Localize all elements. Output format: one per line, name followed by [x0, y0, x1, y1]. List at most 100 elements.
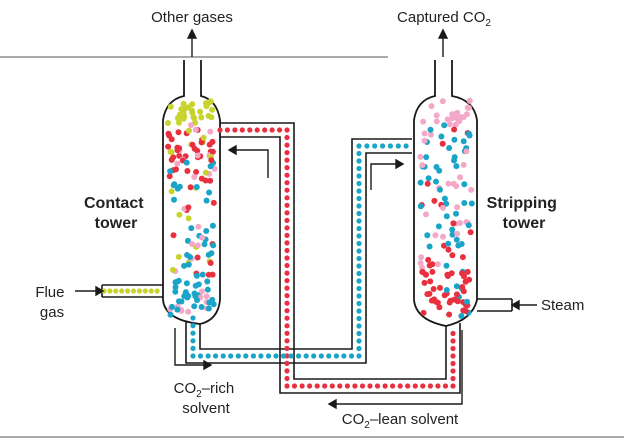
lean-pipe-dot: [273, 353, 279, 359]
rich-pipe-dot: [284, 338, 290, 344]
rich-pipe-dot: [450, 368, 456, 374]
lean-pipe-dot: [356, 338, 362, 344]
rich-pipe-dot: [284, 172, 290, 178]
stripping-mid-dot: [433, 178, 439, 185]
lean-pipe-dot: [395, 143, 401, 149]
contact-mid-dot: [207, 163, 214, 170]
stripping-mid-dot: [432, 232, 439, 239]
stripping-mid-dot: [451, 157, 457, 164]
contact-mid-dot: [209, 222, 216, 229]
lean-flow-arrowhead: [395, 158, 405, 170]
contact-mid-dot: [203, 228, 210, 234]
stripping-top-dot: [446, 121, 453, 128]
stripping-bottom-dot: [453, 291, 460, 298]
stripping-bottom-dot: [443, 287, 450, 293]
lean-solvent-bracket-head: [327, 398, 337, 410]
contact-upper-dot: [194, 152, 201, 159]
lean-solvent-bracket: [334, 330, 463, 405]
rich-pipe-dot: [284, 330, 290, 336]
lean-pipe-dot: [356, 173, 362, 179]
contact-upper-dot: [200, 134, 207, 141]
stripping-mid-dot: [427, 126, 434, 133]
stripping-mid-dot: [443, 262, 450, 269]
lean-pipe-dot: [250, 353, 256, 359]
stripping-mid-dot: [461, 181, 468, 188]
rich-pipe-dot: [284, 217, 290, 223]
contact-mid-dot: [166, 173, 173, 180]
contact-upper-dot: [194, 147, 201, 154]
rich-pipe-dot: [284, 383, 290, 389]
contact-mid-dot: [185, 215, 192, 222]
rich-pipe-dot: [224, 127, 230, 133]
stripping-bottom-dot: [464, 268, 471, 275]
lean-pipe-dot: [356, 195, 362, 202]
contact-mid-dot: [184, 237, 191, 244]
rich-pipe-dot: [284, 180, 290, 186]
stripping-mid-dot: [461, 200, 468, 206]
flue-gas-dot: [136, 288, 142, 294]
contact-mid-dot: [203, 197, 210, 204]
rich-pipe-dot: [390, 383, 396, 389]
contact-mid-dot: [167, 168, 174, 175]
stripping-mid-dot: [421, 130, 428, 137]
lean-pipe-dot: [372, 143, 378, 149]
rich-pipe-dot: [420, 383, 426, 389]
rich-pipe-dot: [284, 195, 290, 201]
lean-pipe-dot: [190, 338, 196, 344]
stripping-bottom-dot: [462, 308, 469, 314]
stripping-bottom-dot: [458, 313, 465, 319]
lean-pipe-dot: [403, 143, 409, 149]
lean-pipe-dot: [356, 218, 362, 224]
rich-pipe-dot: [284, 315, 290, 321]
rich-solvent-bracket-head: [203, 359, 213, 371]
lean-pipe-dot: [356, 293, 362, 299]
stripping-mid-dot: [423, 211, 429, 218]
stripping-mid-dot: [450, 220, 457, 227]
lean-pipe-dot: [341, 353, 347, 359]
lean-pipe-dot: [380, 143, 386, 149]
rich-flow-arrowhead: [227, 144, 237, 156]
contact-mid-dot: [194, 242, 201, 249]
contact-mid-dot: [201, 241, 208, 248]
stripping-mid-dot: [455, 242, 462, 249]
lean-pipe-dot: [356, 248, 362, 254]
stripping-mid-dot: [439, 140, 446, 147]
stripping-tower-label: Stripping tower: [487, 195, 562, 232]
stripping-mid-dot: [454, 230, 461, 237]
lean-pipe-dot: [190, 323, 196, 329]
contact-top-dot: [167, 103, 174, 110]
contact-mid-dot: [206, 189, 213, 196]
stripping-mid-dot: [417, 153, 424, 160]
contact-top-dot: [180, 106, 187, 113]
rich-pipe-dot: [352, 383, 358, 389]
contact-top-dot: [180, 100, 187, 107]
lean-pipe-dot: [356, 210, 362, 217]
contact-mid-dot: [193, 169, 200, 175]
lean-pipe-dot: [356, 158, 362, 164]
stripping-mid-dot: [457, 220, 463, 226]
contact-upper-dot: [170, 154, 177, 161]
contact-mid-dot: [199, 234, 206, 241]
lean-pipe-dot: [356, 255, 362, 262]
flue-gas-dot: [148, 288, 154, 294]
contact-upper-dot: [209, 148, 216, 155]
rich-pipe-dot: [450, 353, 456, 359]
lean-pipe-dot: [356, 353, 362, 359]
lean-pipe-dot: [356, 300, 362, 307]
contact-tower-label: Contact tower: [84, 195, 148, 232]
co2-lean-solvent-label: CO2–lean solvent: [342, 411, 459, 431]
stripping-mid-dot: [445, 246, 452, 253]
rich-pipe-dot: [284, 247, 290, 254]
stripping-bottom-dot: [461, 273, 467, 280]
contact-mid-dot: [181, 262, 188, 269]
contact-upper-dot: [207, 128, 214, 135]
lean-pipe-dot: [190, 315, 196, 321]
rich-pipe-dot: [337, 383, 343, 389]
stripping-top-dot: [433, 118, 440, 125]
stripping-mid-dot: [446, 145, 453, 151]
rich-pipe-dot: [277, 127, 283, 133]
lean-pipe-dot: [265, 353, 272, 359]
lean-pipe-dot: [356, 188, 362, 194]
rich-pipe-dot: [412, 383, 418, 389]
lean-pipe-dot: [356, 263, 362, 269]
